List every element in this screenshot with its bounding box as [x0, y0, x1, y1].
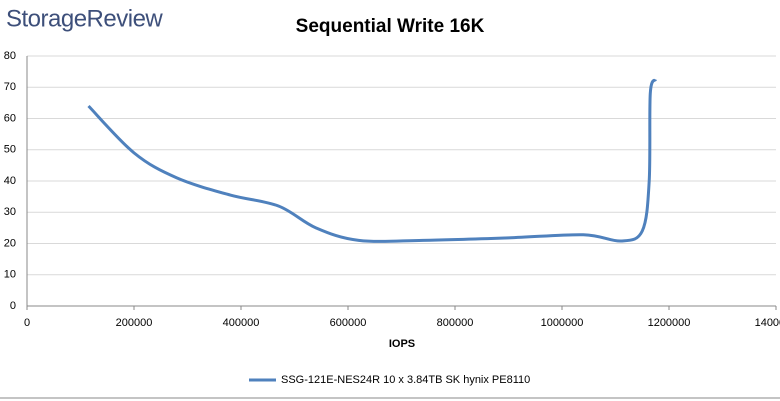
x-axis-label: IOPS	[389, 338, 415, 350]
x-tick-label: 400000	[223, 317, 260, 329]
x-tick-label: 200000	[116, 317, 153, 329]
chart-title: Sequential Write 16K	[296, 16, 485, 37]
y-tick-label: 20	[4, 237, 16, 249]
y-tick-label: 60	[4, 112, 16, 124]
y-tick-label: 30	[4, 206, 16, 218]
watermark: StorageReview	[6, 5, 163, 32]
legend-label: SSG-121E-NES24R 10 x 3.84TB SK hynix PE8…	[281, 374, 530, 386]
y-tick-label: 80	[4, 50, 16, 62]
x-tick-label: 1000000	[541, 317, 584, 329]
y-tick-label: 0	[10, 300, 16, 312]
x-tick-label: 1200000	[648, 317, 691, 329]
y-tick-label: 70	[4, 81, 16, 93]
y-tick-label: 10	[4, 269, 16, 281]
series-line	[87, 78, 658, 243]
x-tick-label: 1400000	[755, 317, 780, 329]
x-tick-label: 0	[24, 317, 30, 329]
y-tick-label: 50	[4, 144, 16, 156]
y-tick-label: 40	[4, 175, 16, 187]
x-tick-label: 600000	[330, 317, 367, 329]
x-tick-label: 800000	[437, 317, 474, 329]
